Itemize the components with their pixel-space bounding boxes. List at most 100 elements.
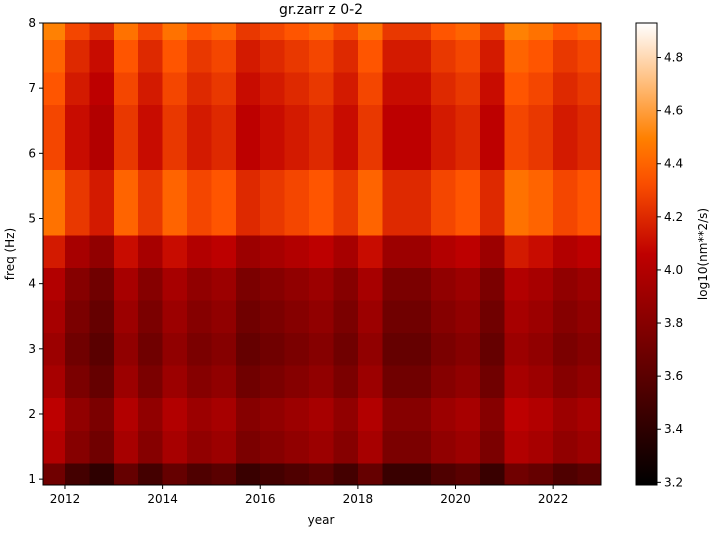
heatmap-cell bbox=[577, 299, 601, 334]
heatmap-cell bbox=[260, 299, 286, 334]
heatmap-cell bbox=[406, 39, 432, 73]
heatmap-cell bbox=[455, 299, 481, 334]
heatmap-cell bbox=[357, 39, 383, 73]
heatmap-cell bbox=[479, 430, 505, 464]
heatmap-cell bbox=[455, 332, 481, 366]
heatmap-cell bbox=[528, 234, 554, 268]
heatmap-cell bbox=[382, 104, 408, 138]
x-tick-label: 2016 bbox=[245, 492, 276, 506]
heatmap-cell bbox=[89, 169, 115, 203]
y-tick-label: 6 bbox=[28, 146, 36, 160]
heatmap-cell bbox=[357, 137, 383, 171]
plot-frame bbox=[42, 22, 602, 486]
heatmap-cell bbox=[309, 267, 334, 301]
heatmap-cell bbox=[43, 202, 66, 236]
heatmap-cell bbox=[162, 299, 188, 334]
heatmap-cell bbox=[89, 234, 115, 268]
heatmap-cell bbox=[431, 267, 457, 301]
heatmap-cell bbox=[553, 267, 579, 301]
heatmap-cell bbox=[553, 104, 579, 138]
heatmap-cell bbox=[479, 202, 505, 236]
heatmap-cell bbox=[138, 332, 164, 366]
heatmap-cell bbox=[577, 234, 601, 268]
heatmap-cell bbox=[284, 365, 310, 399]
heatmap-cell bbox=[284, 202, 310, 236]
heatmap-cell bbox=[528, 299, 554, 334]
heatmap-cell bbox=[479, 267, 505, 301]
heatmap-cell bbox=[333, 430, 359, 464]
heatmap-cell bbox=[455, 430, 481, 464]
heatmap-cell bbox=[187, 267, 212, 301]
heatmap-cell bbox=[455, 71, 481, 105]
heatmap-cell bbox=[455, 137, 481, 171]
heatmap-cell bbox=[479, 234, 505, 268]
x-tick-label: 2014 bbox=[147, 492, 178, 506]
heatmap-cell bbox=[113, 39, 139, 73]
y-tick-label: 1 bbox=[28, 472, 36, 486]
heatmap-cell bbox=[113, 332, 139, 366]
x-tick-label: 2022 bbox=[538, 492, 569, 506]
heatmap-cell bbox=[577, 267, 601, 301]
heatmap-cell bbox=[357, 234, 383, 268]
heatmap-cell bbox=[333, 462, 359, 485]
heatmap-cell bbox=[162, 23, 188, 40]
heatmap-cell bbox=[309, 299, 334, 334]
colorbar-tick-label: 4.8 bbox=[664, 51, 683, 65]
y-tick-label: 4 bbox=[28, 277, 36, 291]
heatmap-cell bbox=[553, 39, 579, 73]
heatmap-cell bbox=[64, 267, 90, 301]
heatmap-cell bbox=[577, 23, 601, 40]
heatmap-cell bbox=[64, 104, 90, 138]
heatmap-cell bbox=[235, 397, 261, 431]
heatmap-cell bbox=[553, 365, 579, 399]
heatmap-cell bbox=[406, 169, 432, 203]
heatmap-cell bbox=[382, 23, 408, 40]
heatmap-cell bbox=[406, 71, 432, 105]
heatmap-cell bbox=[64, 23, 90, 40]
heatmap-cell bbox=[187, 104, 212, 138]
heatmap-cell bbox=[260, 365, 286, 399]
heatmap-cell bbox=[235, 39, 261, 73]
heatmap-cell bbox=[577, 169, 601, 203]
heatmap-cell bbox=[43, 332, 66, 366]
heatmap-cell bbox=[357, 202, 383, 236]
heatmap-cell bbox=[187, 234, 212, 268]
heatmap-cell bbox=[89, 397, 115, 431]
heatmap-cell bbox=[431, 430, 457, 464]
heatmap-cell bbox=[64, 332, 90, 366]
heatmap-cell bbox=[577, 202, 601, 236]
heatmap-cell bbox=[64, 39, 90, 73]
heatmap-cell bbox=[138, 299, 164, 334]
heatmap-cell bbox=[455, 267, 481, 301]
heatmap-cell bbox=[455, 23, 481, 40]
heatmap-cell bbox=[455, 104, 481, 138]
heatmap-cell bbox=[504, 332, 530, 366]
heatmap-cell bbox=[211, 169, 237, 203]
heatmap-cell bbox=[235, 202, 261, 236]
heatmap-cell bbox=[357, 430, 383, 464]
heatmap-cell bbox=[138, 234, 164, 268]
heatmap-cell bbox=[235, 430, 261, 464]
heatmap-cell bbox=[357, 23, 383, 40]
heatmap-cell bbox=[89, 71, 115, 105]
heatmap-cell bbox=[235, 104, 261, 138]
heatmap-cell bbox=[284, 430, 310, 464]
heatmap-cell bbox=[553, 202, 579, 236]
heatmap-cell bbox=[479, 299, 505, 334]
heatmap-cell bbox=[504, 169, 530, 203]
heatmap-cell bbox=[406, 104, 432, 138]
heatmap-cell bbox=[211, 332, 237, 366]
x-tick-label: 2018 bbox=[343, 492, 374, 506]
heatmap-cell bbox=[479, 104, 505, 138]
heatmap-cell bbox=[504, 39, 530, 73]
heatmap-cell bbox=[162, 104, 188, 138]
heatmap-cell bbox=[43, 365, 66, 399]
heatmap-cell bbox=[479, 365, 505, 399]
heatmap-cell bbox=[577, 39, 601, 73]
heatmap-cell bbox=[309, 202, 334, 236]
heatmap-cell bbox=[113, 299, 139, 334]
heatmap-cell bbox=[479, 332, 505, 366]
heatmap-cell bbox=[260, 169, 286, 203]
heatmap-cell bbox=[382, 71, 408, 105]
heatmap-cell bbox=[553, 137, 579, 171]
